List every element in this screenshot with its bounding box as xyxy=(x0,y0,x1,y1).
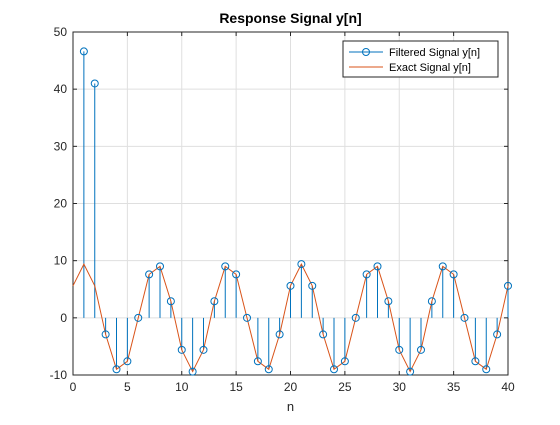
stem-marker xyxy=(417,345,425,354)
y-tick-label: 0 xyxy=(60,311,67,325)
legend-label-filtered: Filtered Signal y[n] xyxy=(389,47,480,59)
legend-item-filtered: Filtered Signal y[n] xyxy=(349,47,480,59)
stem-marker xyxy=(395,345,404,354)
y-tick-label: -10 xyxy=(50,368,68,382)
stem-marker xyxy=(210,297,219,306)
stem-marker xyxy=(482,365,491,374)
legend-box xyxy=(342,40,499,78)
x-tick-label: 0 xyxy=(70,380,77,394)
stem-marker xyxy=(199,345,208,354)
x-tick-label: 35 xyxy=(447,380,461,394)
x-tick-label: 10 xyxy=(175,380,189,394)
stem-marker xyxy=(373,262,382,271)
stem-marker xyxy=(427,297,436,306)
legend-item-exact: Exact Signal y[n] xyxy=(349,62,471,74)
stem-marker xyxy=(362,270,371,279)
stem-marker xyxy=(297,260,306,269)
y-tick-label: 40 xyxy=(54,82,68,96)
exact-signal-polyline xyxy=(72,262,509,373)
stem-marker xyxy=(90,79,99,88)
legend-marker-filtered xyxy=(362,48,370,56)
x-tick-label: 25 xyxy=(338,380,352,394)
stem-marker xyxy=(319,330,328,339)
stem-marker xyxy=(351,313,360,322)
stem-marker xyxy=(79,47,88,56)
x-tick-label: 5 xyxy=(124,380,131,394)
stem-marker xyxy=(221,262,230,271)
y-tick-label: 30 xyxy=(54,139,68,153)
stem-marker xyxy=(188,367,197,376)
stem-marker xyxy=(134,313,143,322)
stem-marker xyxy=(406,367,415,376)
stem-marker xyxy=(145,270,154,279)
stem-marker xyxy=(504,281,512,290)
legend: Filtered Signal y[n] Exact Signal y[n] xyxy=(342,40,499,78)
legend-label-exact: Exact Signal y[n] xyxy=(389,62,471,74)
y-tick-label: 10 xyxy=(54,254,68,268)
stem-marker xyxy=(166,297,175,306)
stem-marker xyxy=(156,262,164,271)
x-tick-label: 30 xyxy=(393,380,407,394)
stem-marker xyxy=(123,357,132,366)
stem-marker xyxy=(112,365,121,374)
stem-marker xyxy=(340,357,349,366)
stem-marker xyxy=(275,330,284,339)
filtered-signal-stems xyxy=(83,51,509,372)
y-axis-ticks: -10 0 10 20 30 40 50 xyxy=(50,25,508,382)
stem-marker xyxy=(471,357,480,366)
chart-title: Response Signal y[n] xyxy=(219,10,361,26)
exact-signal-line xyxy=(72,262,509,373)
stem-marker xyxy=(493,330,502,339)
x-tick-label: 20 xyxy=(284,380,298,394)
stem-marker xyxy=(438,262,447,271)
x-tick-label: 40 xyxy=(501,380,515,394)
stem-marker xyxy=(253,357,262,366)
stem-marker xyxy=(330,365,338,374)
stem-marker xyxy=(243,313,251,322)
stem-marker xyxy=(308,281,317,290)
y-tick-label: 50 xyxy=(54,25,68,39)
filtered-signal-markers xyxy=(79,47,512,376)
stem-marker xyxy=(232,270,241,279)
x-axis-title: n xyxy=(287,399,294,414)
stem-marker xyxy=(460,313,469,322)
stem-marker xyxy=(177,345,186,354)
stem-marker xyxy=(101,330,110,339)
x-axis-ticks: 0 5 10 15 20 25 30 35 40 xyxy=(70,32,515,394)
y-tick-label: 20 xyxy=(54,197,68,211)
stem-marker xyxy=(264,365,273,374)
stem-marker xyxy=(286,281,295,290)
grid xyxy=(72,31,509,376)
stem-marker xyxy=(449,270,458,279)
x-tick-label: 15 xyxy=(229,380,243,394)
stem-marker xyxy=(384,297,393,306)
